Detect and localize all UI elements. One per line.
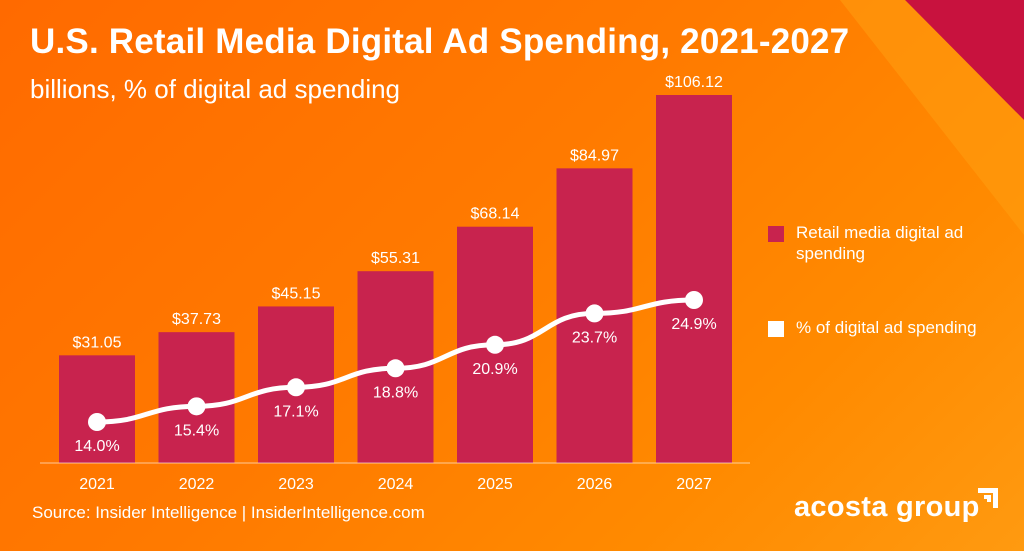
x-tick-label-2021: 2021 <box>79 476 115 493</box>
bars-layer: $31.05 $37.73 $45.15 $55.31 $68.14 $84.97 $106… <box>59 74 732 463</box>
x-tick-label-2024: 2024 <box>378 476 414 493</box>
x-tick-label-2026: 2026 <box>577 476 613 493</box>
pct-label-2024: 18.8% <box>373 384 418 401</box>
x-axis-ticks: 2021 2022 2023 2024 2025 2026 2027 <box>79 476 712 493</box>
pct-label-2023: 17.1% <box>273 403 318 420</box>
x-tick-label-2022: 2022 <box>179 476 215 493</box>
pct-label-2021: 14.0% <box>74 438 119 455</box>
legend-label-line: % of digital ad spending <box>796 318 977 337</box>
brand-logo: acosta group <box>794 491 980 523</box>
pct-point-2025 <box>486 335 504 354</box>
x-tick-label-2025: 2025 <box>477 476 513 493</box>
pct-point-2022 <box>187 397 206 416</box>
pct-label-2022: 15.4% <box>174 422 219 439</box>
pct-point-2026 <box>585 304 604 323</box>
bar-value-label-2024: $55.31 <box>371 250 420 267</box>
legend-swatch-bars <box>768 226 784 242</box>
source-note: Source: Insider Intelligence | InsiderIn… <box>32 503 425 522</box>
legend-label-bars: Retail media digital ad spending <box>796 223 964 263</box>
pct-point-2023 <box>287 378 305 397</box>
pct-point-2027 <box>685 291 703 309</box>
x-tick-label-2023: 2023 <box>278 476 314 493</box>
bar-2027 <box>656 95 732 463</box>
chart-subtitle: billions, % of digital ad spending <box>30 74 401 104</box>
pct-label-2025: 20.9% <box>472 361 517 378</box>
line-layer: 14.0% 15.4% 17.1% 18.8% 20.9% 23.7% 24.9% <box>74 291 717 455</box>
bar-value-label-2027: $106.12 <box>665 74 723 91</box>
bar-value-label-2021: $31.05 <box>73 334 122 351</box>
brand-mark-icon <box>978 488 998 508</box>
chart-title: U.S. Retail Media Digital Ad Spending, 2… <box>30 22 850 61</box>
bar-2021 <box>59 355 135 463</box>
bar-value-label-2026: $84.97 <box>570 147 619 164</box>
x-tick-label-2027: 2027 <box>676 476 712 493</box>
legend-swatch-line <box>768 321 784 337</box>
bar-value-label-2025: $68.14 <box>471 206 520 223</box>
pct-label-2026: 23.7% <box>572 329 617 346</box>
pct-point-2021 <box>88 413 106 431</box>
corner-accent-light <box>840 0 1024 235</box>
pct-point-2024 <box>386 359 405 378</box>
bar-value-label-2023: $45.15 <box>272 285 321 302</box>
bar-value-label-2022: $37.73 <box>172 311 221 328</box>
pct-label-2027: 24.9% <box>671 316 716 333</box>
